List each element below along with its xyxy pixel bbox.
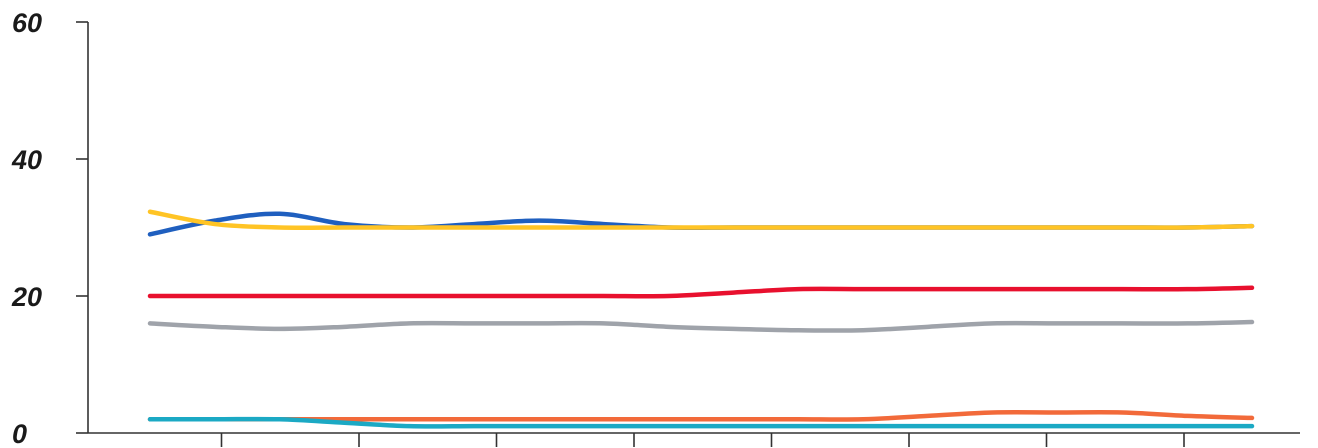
series-line-5 <box>147 409 1255 422</box>
x-axis-ticks <box>220 433 1185 447</box>
chart-axes <box>87 22 1300 434</box>
y-tick-label: 20 <box>11 282 42 312</box>
y-tick-label: 40 <box>11 145 42 175</box>
series-line-1 <box>147 211 1255 237</box>
y-tick-label: 60 <box>12 8 42 38</box>
series-line-2 <box>147 209 1255 231</box>
y-tick-label: 0 <box>12 419 27 448</box>
series-line-4 <box>147 319 1255 333</box>
y-axis-ticks: 0 20 40 60 <box>11 8 88 448</box>
series-line-6 <box>147 416 1255 429</box>
series-lines <box>147 209 1255 429</box>
series-line-3 <box>147 285 1255 299</box>
